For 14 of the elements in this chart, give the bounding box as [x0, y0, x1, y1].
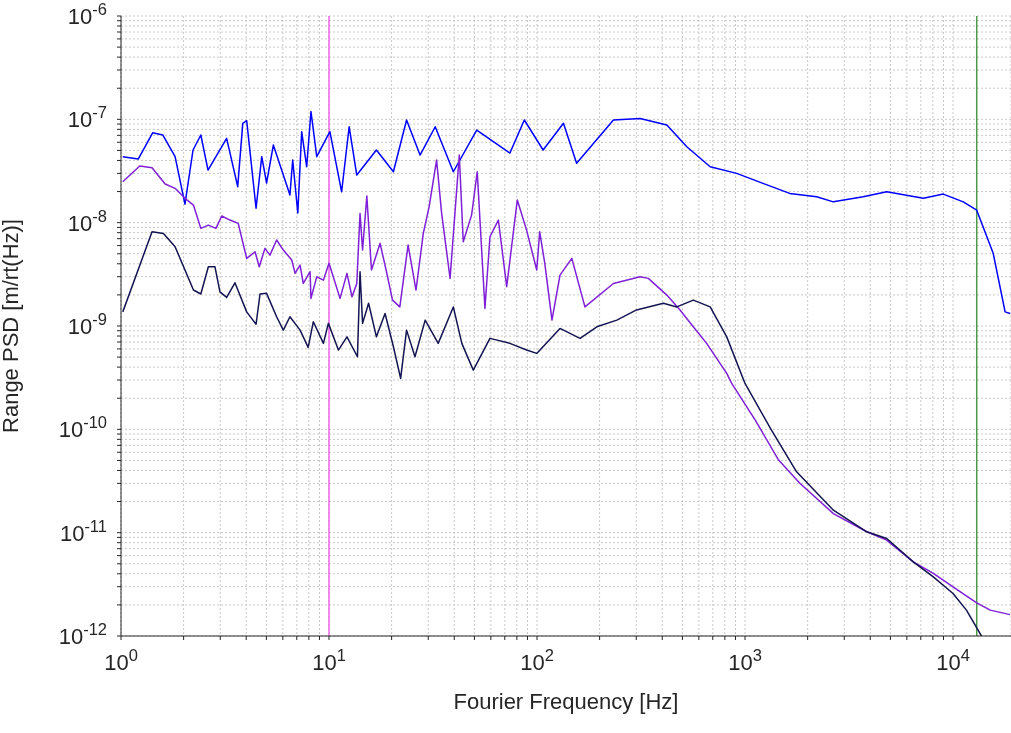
x-tick-label: 10$^{3}$ — [728, 646, 762, 675]
x-tick-label: 10$^{4}$ — [936, 646, 970, 675]
y-tick-label: 10$^{-12}$ — [58, 620, 107, 649]
y-tick-label: 10$^{-11}$ — [59, 516, 107, 546]
y-axis-title: Range PSD [m/rt(Hz)] — [0, 219, 23, 433]
x-tick-label: 10$^{2}$ — [520, 646, 554, 675]
y-tick-label: 10$^{-6}$ — [67, 0, 107, 29]
x-tick-label: 10$^{0}$ — [104, 646, 138, 675]
x-tick-label: 10$^{1}$ — [312, 646, 346, 675]
y-tick-label: 10$^{-10}$ — [58, 413, 107, 443]
y-tick-label: 10$^{-7}$ — [67, 103, 107, 133]
y-tick-label: 10$^{-9}$ — [67, 310, 107, 339]
y-tick-label: 10$^{-8}$ — [67, 206, 107, 236]
x-axis-title: Fourier Frequency [Hz] — [453, 689, 679, 714]
